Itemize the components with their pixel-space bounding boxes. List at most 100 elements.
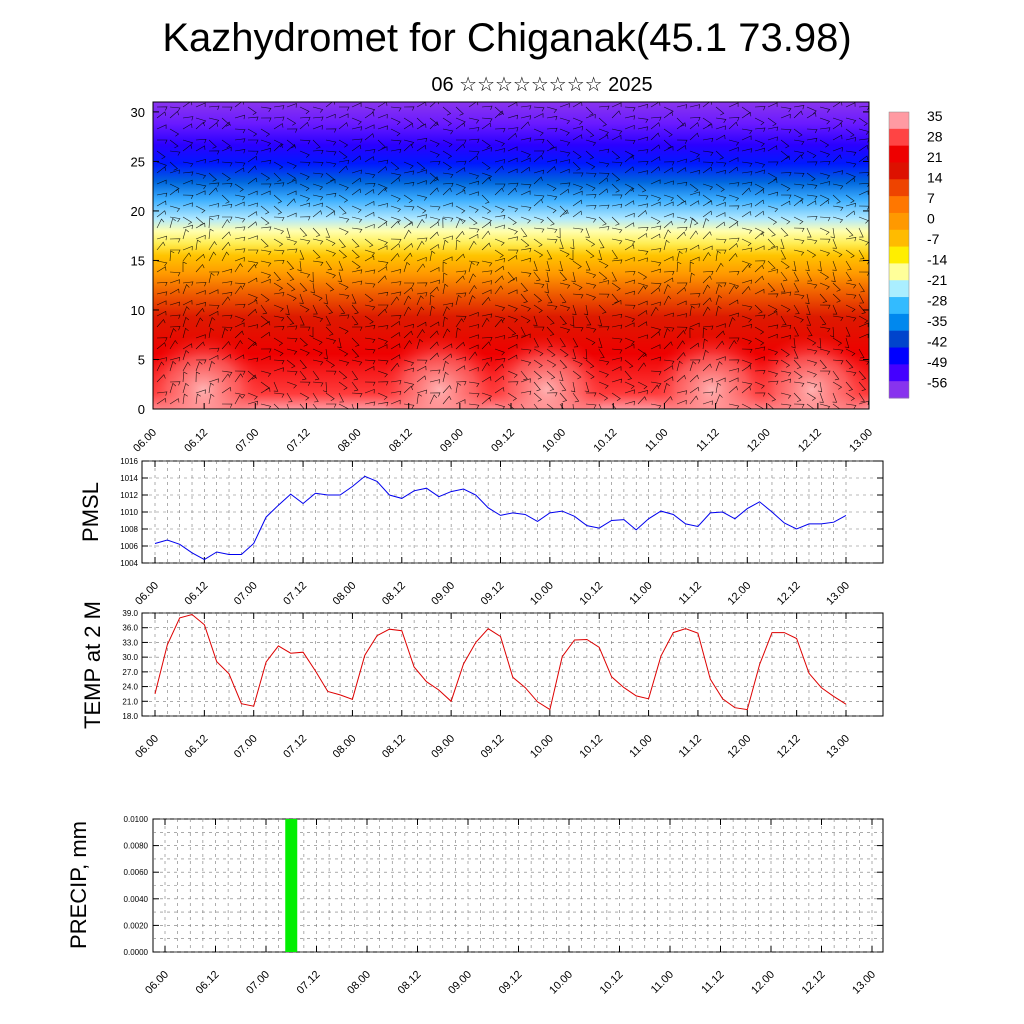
- x-tick-label: 09.00: [438, 427, 466, 455]
- wind-barb: [312, 293, 323, 302]
- wind-barb: [650, 201, 661, 207]
- wind-barb: [558, 370, 564, 381]
- wind-barb: [832, 249, 843, 258]
- wind-barb: [481, 376, 492, 383]
- wind-barb: [585, 150, 595, 160]
- wind-barb: [702, 161, 714, 167]
- x-tick-label: 11.00: [649, 969, 676, 996]
- wind-barb: [169, 271, 181, 277]
- colorbar-label: 35: [927, 108, 943, 124]
- wind-barb: [741, 315, 752, 323]
- wind-barb: [806, 227, 812, 238]
- wind-barb: [286, 117, 297, 126]
- wind-barb: [312, 315, 324, 322]
- wind-barb: [299, 271, 311, 278]
- wind-barb: [468, 381, 480, 388]
- wind-barb: [559, 159, 571, 164]
- wind-barb: [845, 194, 855, 204]
- wind-barb: [247, 374, 257, 383]
- wind-barb: [663, 396, 673, 405]
- wind-barb: [793, 110, 803, 119]
- wind-barb: [286, 370, 298, 376]
- wind-barb: [351, 280, 363, 285]
- colorbar-label: -49: [927, 354, 947, 370]
- wind-barb: [208, 355, 219, 361]
- wind-barb: [297, 260, 302, 272]
- wind-barb: [481, 139, 491, 149]
- wind-barb: [338, 381, 348, 391]
- y-tick-label: 0.0100: [124, 815, 149, 824]
- wind-barb: [416, 218, 425, 229]
- wind-barb: [559, 182, 571, 187]
- wind-barb: [429, 279, 440, 285]
- wind-barb: [520, 190, 531, 196]
- wind-barb: [208, 117, 220, 124]
- wind-barb: [793, 227, 805, 233]
- wind-barb: [806, 249, 817, 258]
- wind-barb: [273, 205, 283, 215]
- wind-barb: [403, 252, 413, 262]
- wind-barb: [429, 286, 439, 295]
- wind-barb: [169, 169, 180, 174]
- wind-barb: [806, 370, 817, 378]
- colorbar-swatch: [889, 179, 909, 197]
- wind-barb: [326, 403, 337, 408]
- wind-barb: [169, 217, 176, 229]
- wind-barb: [221, 218, 230, 229]
- wind-barb: [351, 269, 363, 274]
- wind-barb: [572, 370, 582, 380]
- y-tick-label: 30: [131, 105, 145, 120]
- wind-barb: [507, 182, 519, 188]
- wind-barb: [832, 216, 844, 223]
- x-tick-label: 12.12: [800, 969, 828, 997]
- wind-barb: [455, 292, 467, 297]
- wind-barb: [598, 128, 609, 136]
- wind-barb: [767, 403, 775, 409]
- wind-barb: [559, 315, 567, 325]
- y-tick-label: 25: [131, 154, 145, 169]
- wind-barb: [650, 122, 661, 130]
- colorbar-swatch: [889, 347, 909, 365]
- wind-barb: [156, 124, 167, 130]
- wind-barb: [780, 216, 791, 225]
- wind-barb: [429, 160, 441, 166]
- wind-barb: [312, 149, 324, 155]
- wind-barb: [728, 194, 740, 202]
- wind-barb: [169, 238, 181, 243]
- wind-barb: [507, 334, 518, 340]
- wind-barb: [182, 349, 190, 361]
- wind-barb: [312, 381, 324, 387]
- wind-barb: [858, 315, 869, 324]
- wind-barb: [208, 272, 215, 284]
- wind-barb: [273, 403, 280, 409]
- wind-barb: [429, 305, 436, 317]
- wind-barb: [156, 318, 166, 328]
- wind-barb: [767, 293, 779, 298]
- wind-barb: [507, 227, 518, 235]
- wind-barb: [728, 242, 738, 251]
- wind-barb: [676, 181, 688, 187]
- wind-barb: [598, 260, 609, 269]
- wind-barb: [507, 343, 518, 350]
- wind-barb: [741, 285, 751, 295]
- y-tick-label: 24.0: [122, 683, 138, 692]
- wind-barb: [234, 248, 246, 253]
- wind-barb: [481, 161, 491, 171]
- colorbar-swatch: [889, 112, 909, 130]
- wind-barb: [598, 348, 605, 359]
- wind-barb: [533, 326, 545, 331]
- wind-barb: [741, 128, 753, 135]
- wind-barb: [819, 181, 831, 186]
- wind-barb: [533, 348, 544, 357]
- x-tick-label: 08.12: [380, 580, 408, 608]
- wind-barb: [468, 334, 479, 339]
- wind-barb: [819, 160, 831, 166]
- wind-barb: [780, 378, 791, 384]
- wind-barb: [325, 282, 335, 292]
- warm-cell: [379, 329, 500, 409]
- wind-barb: [845, 102, 856, 108]
- wind-barb: [637, 362, 647, 372]
- wind-barb: [728, 299, 739, 306]
- wind-barb: [338, 326, 349, 335]
- wind-barb: [819, 150, 831, 158]
